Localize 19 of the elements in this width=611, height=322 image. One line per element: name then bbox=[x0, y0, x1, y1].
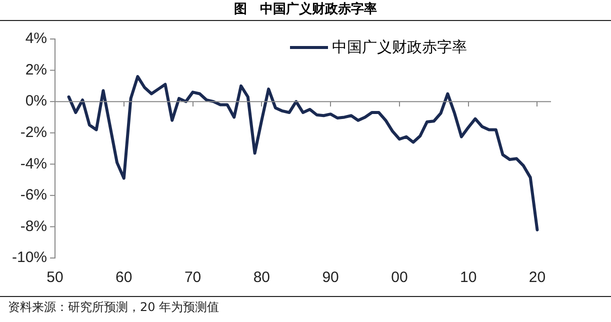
y-tick-label: 2% bbox=[25, 61, 48, 78]
y-tick-label: -4% bbox=[20, 155, 48, 172]
x-tick-label: 60 bbox=[116, 269, 132, 286]
legend-label: 中国广义财政赤字率 bbox=[332, 38, 467, 57]
x-tick-label: 00 bbox=[391, 269, 408, 286]
y-tick-label: -2% bbox=[20, 124, 48, 141]
chart-title: 图 中国广义财政赤字率 bbox=[0, 0, 611, 21]
y-tick-label: -8% bbox=[20, 218, 48, 235]
x-tick-label: 20 bbox=[528, 269, 546, 286]
x-tick-label: 80 bbox=[253, 269, 270, 286]
x-tick-label: 70 bbox=[184, 269, 202, 286]
y-tick-label: -6% bbox=[20, 186, 48, 204]
y-tick-label: 4% bbox=[25, 30, 48, 48]
y-tick-label: 0% bbox=[25, 92, 48, 110]
x-tick-label: 90 bbox=[322, 269, 339, 286]
x-tick-label: 10 bbox=[460, 269, 477, 286]
x-tick-label: 50 bbox=[46, 269, 64, 286]
y-tick-label: -10% bbox=[12, 249, 48, 266]
text: 资料来源：研究所预测，20 年为预测值 bbox=[8, 299, 220, 316]
